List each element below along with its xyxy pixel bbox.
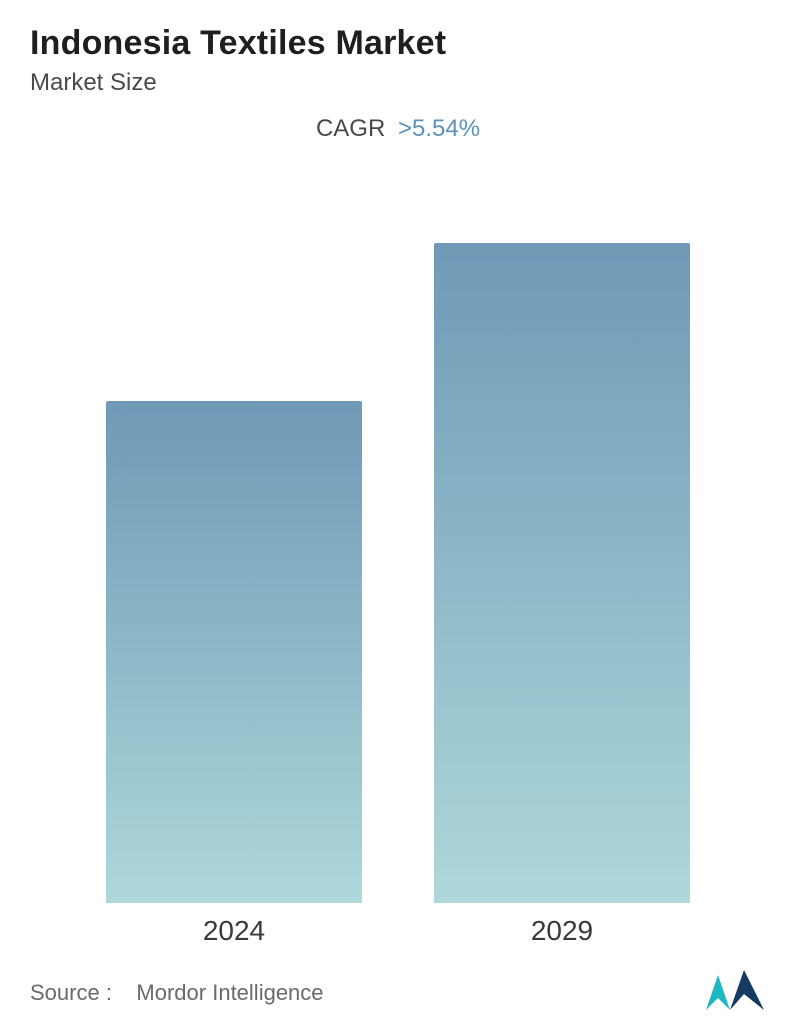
source-text: Source : Mordor Intelligence <box>30 980 324 1006</box>
cagr-label: CAGR <box>316 115 385 142</box>
chart-plot-area <box>30 173 766 903</box>
source-value: Mordor Intelligence <box>136 980 323 1005</box>
chart-footer: Source : Mordor Intelligence <box>30 970 766 1016</box>
source-label: Source : <box>30 980 112 1005</box>
x-label-2024: 2024 <box>106 915 362 947</box>
chart-subtitle: Market Size <box>30 69 766 97</box>
bar-2024 <box>106 401 362 903</box>
mordor-logo-icon <box>706 970 766 1016</box>
page-title: Indonesia Textiles Market <box>30 24 766 63</box>
bar-2029 <box>434 243 690 903</box>
x-axis-labels: 2024 2029 <box>30 903 766 947</box>
chart-container: Indonesia Textiles Market Market Size CA… <box>0 0 796 1034</box>
x-label-2029: 2029 <box>434 915 690 947</box>
bar-group <box>30 173 766 903</box>
cagr-value: >5.54% <box>398 115 480 142</box>
cagr-line: CAGR >5.54% <box>30 115 766 143</box>
